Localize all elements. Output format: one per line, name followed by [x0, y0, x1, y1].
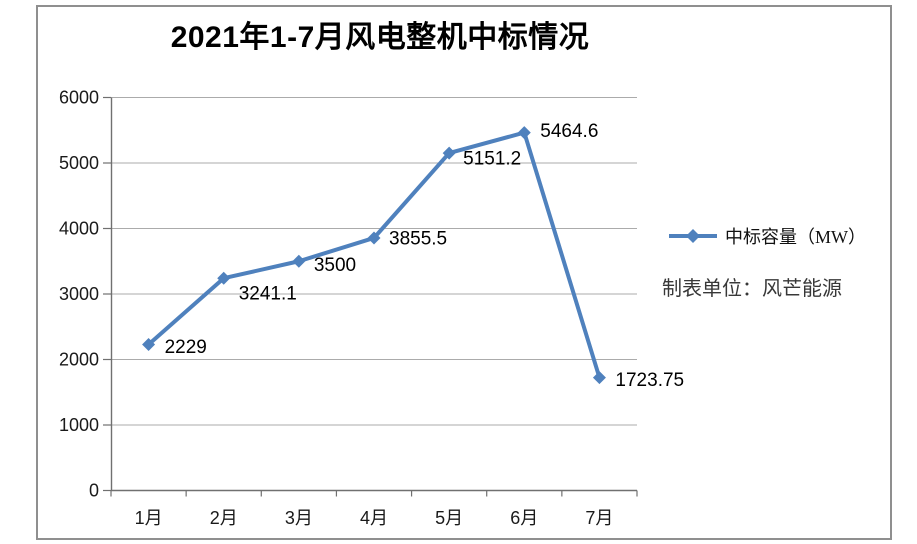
- data-label: 3500: [314, 255, 356, 276]
- x-axis-tick-label: 2月: [210, 508, 238, 528]
- legend-series-label: 中标容量（MW）: [725, 227, 866, 247]
- y-axis-tick-label: 2000: [59, 350, 99, 370]
- data-point-marker: [442, 146, 456, 160]
- x-axis-tick-label: 6月: [510, 508, 538, 528]
- data-point-marker: [217, 271, 231, 285]
- x-axis-tick-label: 5月: [435, 508, 463, 528]
- data-point-marker: [517, 126, 531, 140]
- y-axis-tick-label: 3000: [59, 284, 99, 304]
- y-axis-tick-label: 6000: [59, 88, 99, 108]
- y-axis-tick-label: 0: [89, 481, 99, 501]
- chart-note: 制表单位：风芒能源: [662, 278, 842, 300]
- data-point-marker: [292, 254, 306, 268]
- chart-title: 2021年1-7月风电整机中标情况: [170, 21, 590, 54]
- data-point-marker: [367, 231, 381, 245]
- data-label: 5464.6: [540, 121, 598, 142]
- y-axis-tick-label: 1000: [59, 415, 99, 435]
- x-axis-tick-label: 7月: [585, 508, 613, 528]
- data-label: 3855.5: [389, 228, 447, 249]
- x-axis-tick-label: 4月: [360, 508, 388, 528]
- data-label: 3241.1: [239, 284, 297, 305]
- series-line: [146, 130, 602, 380]
- y-axis-tick-label: 4000: [59, 219, 99, 239]
- chart-frame: [36, 5, 892, 540]
- data-point-marker: [142, 338, 156, 352]
- x-axis-tick-label: 1月: [135, 508, 163, 528]
- legend-line-marker-icon: [669, 229, 717, 243]
- y-axis-tick-label: 5000: [59, 153, 99, 173]
- data-point-marker: [592, 371, 606, 385]
- x-axis-tick-label: 3月: [285, 508, 313, 528]
- legend: 中标容量（MW）: [668, 223, 866, 249]
- data-label: 1723.75: [615, 370, 684, 391]
- data-label: 5151.2: [463, 149, 521, 170]
- data-label: 2229: [165, 337, 207, 358]
